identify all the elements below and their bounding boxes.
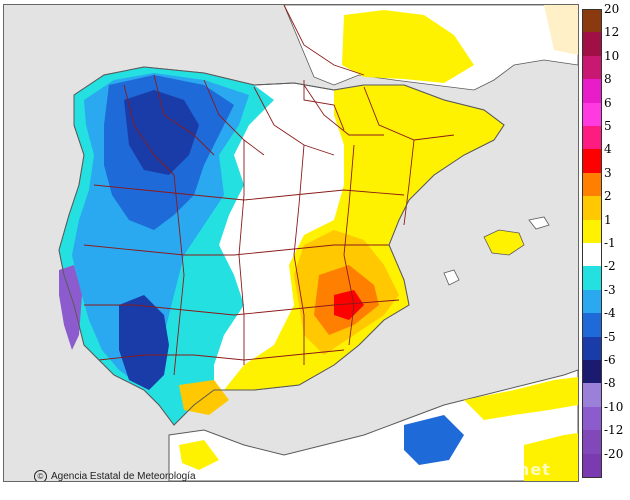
- legend-label: -5: [604, 329, 616, 344]
- yellow-zone-east: [224, 85, 504, 390]
- color-legend: 20 12 10 8 6 5 4 3 2 1 -1 -2 -3 -4 -5 -6 -8 -10 -12 -20: [582, 3, 630, 479]
- legend-label: 4: [604, 142, 612, 157]
- credit-label: Agencia Estatal de Meteorología: [51, 471, 196, 482]
- province-borders: [83, 5, 455, 376]
- yellow-zone-africa: [464, 377, 578, 420]
- legend-label: -6: [604, 353, 616, 367]
- legend-label: 2: [604, 189, 612, 204]
- legend-label: 6: [604, 95, 612, 110]
- legend-swatch: [582, 430, 602, 454]
- legend-swatch: [582, 289, 602, 314]
- temperature-anomaly-map: © Agencia Estatal de Meteorología aemet: [3, 4, 579, 482]
- legend-label: 20: [604, 2, 620, 16]
- mallorca-island: [483, 229, 525, 256]
- legend-label: -20: [604, 446, 624, 461]
- navy-zone-northwest: [124, 90, 199, 175]
- legend-swatch: [582, 219, 602, 243]
- legend-swatch: [582, 172, 602, 197]
- legend-label: 12: [604, 25, 620, 40]
- legend-swatch: [582, 55, 602, 80]
- legend-label: 8: [604, 72, 612, 87]
- legend-swatch: [582, 9, 602, 34]
- legend-swatch: [582, 243, 602, 267]
- yellow-zone-africa-south: [524, 433, 578, 481]
- legend-label: -1: [604, 236, 616, 250]
- legend-label: -4: [604, 306, 616, 321]
- legend-swatch: [582, 196, 602, 220]
- purple-zone-coast: [59, 265, 82, 350]
- ibiza-island: [443, 269, 460, 286]
- legend-swatch: [582, 102, 602, 126]
- navy-zone-southwest: [119, 295, 169, 390]
- legend-label: -8: [604, 376, 616, 391]
- legend-swatch: [582, 79, 602, 103]
- blue-zone-africa: [404, 415, 464, 465]
- france-yellow-zone: [342, 10, 474, 83]
- legend-swatch: [582, 336, 602, 360]
- legend-swatch: [582, 383, 602, 407]
- legend-label: -10: [604, 399, 624, 414]
- france-pale-zone: [544, 5, 578, 55]
- peninsula-coastline: [58, 66, 505, 426]
- map-canvas: [4, 5, 578, 481]
- legend-label: 3: [604, 165, 612, 180]
- credit-text: © Agencia Estatal de Meteorología: [34, 470, 196, 482]
- watermark: aemet: [489, 460, 551, 479]
- legend-swatch: [582, 266, 602, 290]
- legend-swatch: [582, 32, 602, 56]
- legend-label: 10: [604, 48, 620, 63]
- legend-swatch: [582, 406, 602, 431]
- red-zone-southeast: [334, 290, 364, 320]
- legend-label: 5: [604, 119, 612, 133]
- legend-swatch: [582, 313, 602, 337]
- legend-label: -2: [604, 259, 616, 274]
- legend-swatch: [582, 126, 602, 150]
- legend-swatch: [582, 149, 602, 173]
- legend-label: 1: [604, 212, 612, 227]
- legend-swatch: [582, 453, 602, 478]
- legend-label: -12: [604, 423, 624, 438]
- copyright-icon: ©: [34, 470, 47, 481]
- legend-label: -3: [604, 282, 616, 297]
- legend-swatch: [582, 360, 602, 384]
- menorca-island: [528, 216, 550, 230]
- yellow-zone-africa-west: [179, 440, 219, 470]
